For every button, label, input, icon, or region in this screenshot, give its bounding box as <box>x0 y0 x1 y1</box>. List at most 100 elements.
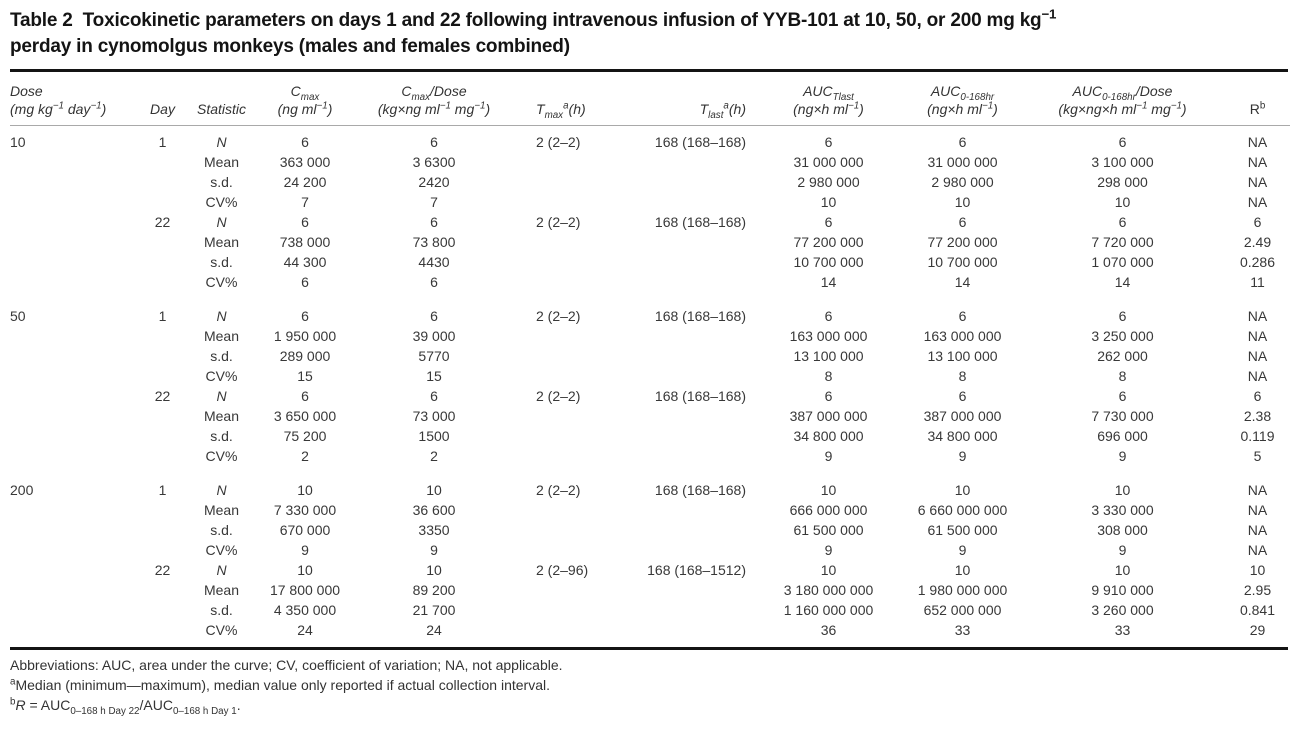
table-row: 200 1 N 10 10 2 (2–2) 168 (168–168) 10 10 10 NA <box>10 480 1290 500</box>
header-cell-auctlast: AUCTlast <box>803 83 854 103</box>
cell-auctlast: 10 <box>820 482 837 498</box>
cell-dose <box>10 212 140 232</box>
cell-auctlast: 36 <box>820 622 837 638</box>
cell-auc0168: 163 000 000 <box>923 328 1002 344</box>
cell-auc0168: 33 <box>954 622 971 638</box>
cell-dose <box>10 520 140 540</box>
cell-dose <box>10 172 140 192</box>
cell-r: NA <box>1247 154 1268 170</box>
cell-auc0168: 387 000 000 <box>923 408 1002 424</box>
cell-cmaxdose: 6 <box>430 308 438 324</box>
cell-dose <box>10 366 140 386</box>
table-body: 10 1 N 6 6 2 (2–2) 168 (168–168) 6 6 6 NA Mean 363 0… <box>10 126 1290 648</box>
cell-day <box>140 326 185 346</box>
cell-tlast <box>600 600 752 620</box>
cell-dose: 10 <box>10 134 26 150</box>
table-row: s.d. 44 300 4430 10 700 000 10 700 000 1 070 … <box>10 252 1290 272</box>
cell-tmax: 2 (2–2) <box>536 482 581 498</box>
cell-auc0168: 2 980 000 <box>931 174 994 190</box>
cell-cmax: 7 330 000 <box>273 502 337 518</box>
cell-auctlast: 6 <box>824 214 833 230</box>
cell-stat: CV% <box>205 448 238 464</box>
cell-stat: Mean <box>203 408 240 424</box>
table-number: Table 2 <box>10 10 73 31</box>
spacer-cell <box>10 292 1290 306</box>
cell-day <box>140 500 185 520</box>
cell-r: 0.286 <box>1239 254 1276 270</box>
header-cell-cmax: (ng ml−1) <box>258 100 352 126</box>
cell-tlast <box>600 172 752 192</box>
cell-stat: Mean <box>203 502 240 518</box>
title-line-2: perday in cynomolgus monkeys (males and … <box>10 36 570 57</box>
cell-day: 22 <box>154 388 171 404</box>
spacer-cell <box>10 466 1290 480</box>
cell-auc0168dose: 9 <box>1118 542 1127 558</box>
header-cell-auc0168: AUC0-168hr <box>930 83 995 103</box>
cell-auc0168dose: 3 100 000 <box>1091 154 1154 170</box>
header-cell-stat <box>185 72 258 100</box>
header-cell-day: Day <box>140 100 185 126</box>
cell-day <box>140 272 185 292</box>
cell-auc0168dose: 6 <box>1118 214 1127 230</box>
cell-r: 10 <box>1249 562 1266 578</box>
cell-auctlast: 1 160 000 000 <box>783 602 874 618</box>
cell-auc0168dose: 298 000 <box>1097 174 1148 190</box>
cell-tmax <box>516 426 600 446</box>
cell-r: NA <box>1247 328 1268 344</box>
cell-tmax <box>516 446 600 466</box>
cell-tlast <box>600 152 752 172</box>
footnote-a: aMedian (minimum—maximum), median value … <box>10 676 550 693</box>
spacer-row <box>10 292 1290 306</box>
cell-tlast <box>600 272 752 292</box>
cell-r: 29 <box>1249 622 1266 638</box>
cell-tlast <box>600 540 752 560</box>
cell-day <box>140 620 185 647</box>
cell-r: NA <box>1247 522 1268 538</box>
cell-auctlast: 13 100 000 <box>793 348 864 364</box>
cell-day: 1 <box>158 134 167 150</box>
table-row: Mean 17 800 000 89 200 3 180 000 000 1 980 0… <box>10 580 1290 600</box>
cell-cmaxdose: 5770 <box>418 348 450 364</box>
cell-cmax: 1 950 000 <box>273 328 337 344</box>
cell-day <box>140 426 185 446</box>
cell-cmaxdose: 6 <box>430 214 438 230</box>
table-row: CV% 6 6 14 14 14 11 <box>10 272 1290 292</box>
cell-auc0168: 6 <box>958 308 967 324</box>
cell-cmaxdose: 3 6300 <box>412 154 456 170</box>
cell-cmaxdose: 36 600 <box>412 502 456 518</box>
cell-r: NA <box>1247 308 1268 324</box>
cell-cmax: 670 000 <box>279 522 331 538</box>
cell-day: 22 <box>154 562 171 578</box>
table-row: Mean 1 950 000 39 000 163 000 000 163 000 00… <box>10 326 1290 346</box>
cell-auc0168dose: 3 330 000 <box>1091 502 1154 518</box>
cell-tlast <box>600 500 752 520</box>
cell-tmax <box>516 252 600 272</box>
cell-cmaxdose: 39 000 <box>412 328 456 344</box>
cell-auc0168: 77 200 000 <box>927 234 998 250</box>
cell-stat: CV% <box>205 368 238 384</box>
cell-day <box>140 346 185 366</box>
cell-cmax: 75 200 <box>283 428 327 444</box>
cell-auc0168: 8 <box>958 368 967 384</box>
cell-cmaxdose: 4430 <box>418 254 450 270</box>
cell-auc0168dose: 8 <box>1118 368 1127 384</box>
cell-auc0168: 1 980 000 000 <box>917 582 1008 598</box>
table-row: 22 N 10 10 2 (2–96) 168 (168–1512) 10 10 10 10 <box>10 560 1290 580</box>
cell-r: NA <box>1247 482 1268 498</box>
cell-r: 5 <box>1253 448 1262 464</box>
cell-auc0168: 6 <box>958 134 967 150</box>
cell-cmaxdose: 21 700 <box>412 602 456 618</box>
cell-cmax: 738 000 <box>279 234 331 250</box>
cell-cmax: 6 <box>301 388 309 404</box>
cell-auctlast: 10 700 000 <box>793 254 864 270</box>
cell-auc0168dose: 10 <box>1114 562 1131 578</box>
cell-cmaxdose: 6 <box>430 274 438 290</box>
cell-day <box>140 540 185 560</box>
cell-cmaxdose: 10 <box>426 482 442 498</box>
cell-tmax: 2 (2–2) <box>536 308 581 324</box>
cell-cmax: 6 <box>301 134 309 150</box>
cell-dose <box>10 540 140 560</box>
cell-cmax: 10 <box>297 482 313 498</box>
cell-day <box>140 446 185 466</box>
cell-stat: N <box>216 214 227 230</box>
